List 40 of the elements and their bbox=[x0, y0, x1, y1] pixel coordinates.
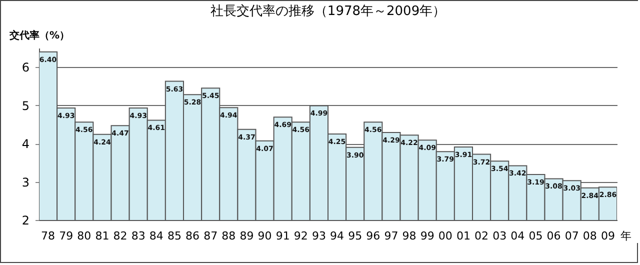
x-tick-label: 01 bbox=[456, 230, 470, 242]
x-tick-label: 93 bbox=[312, 230, 326, 242]
x-tick-label: 81 bbox=[95, 230, 110, 242]
x-tick-label: 85 bbox=[167, 230, 182, 242]
chart-title: 社長交代率の推移（1978年～2009年） bbox=[210, 3, 446, 19]
x-tick-label: 89 bbox=[240, 230, 254, 242]
x-tick-label: 02 bbox=[474, 230, 489, 242]
x-tick-label: 83 bbox=[131, 230, 146, 242]
y-tick-label: 6 bbox=[22, 60, 30, 75]
x-tick-label: 05 bbox=[528, 230, 543, 242]
x-tick-label: 87 bbox=[204, 230, 218, 242]
x-axis-title: 年 bbox=[620, 230, 632, 242]
x-tick-label: 04 bbox=[510, 230, 525, 242]
x-tick-label: 09 bbox=[600, 230, 615, 242]
x-tick-label: 08 bbox=[582, 230, 597, 242]
x-tick-label: 84 bbox=[149, 230, 164, 242]
x-tick-label: 07 bbox=[564, 230, 579, 242]
x-tick-label: 91 bbox=[276, 230, 290, 242]
y-tick-label: 5 bbox=[22, 98, 30, 113]
x-tick-label: 78 bbox=[41, 230, 56, 242]
x-tick-label: 06 bbox=[546, 230, 561, 242]
x-tick-label: 90 bbox=[258, 230, 272, 242]
x-tick-label: 95 bbox=[348, 230, 362, 242]
x-tick-label: 96 bbox=[366, 230, 380, 242]
x-tick-label: 79 bbox=[59, 230, 74, 242]
x-tick-label: 94 bbox=[330, 230, 344, 242]
x-tick-label: 03 bbox=[492, 230, 507, 242]
x-tick-label: 80 bbox=[77, 230, 92, 242]
y-tick-label: 2 bbox=[22, 214, 30, 228]
x-tick-label: 82 bbox=[113, 230, 128, 242]
x-tick-label: 00 bbox=[438, 230, 452, 242]
x-tick-label: 92 bbox=[294, 230, 308, 242]
x-tick-label: 99 bbox=[420, 230, 434, 242]
y-tick-label: 3 bbox=[22, 175, 30, 190]
x-tick-label: 86 bbox=[186, 230, 200, 242]
x-tick-label: 98 bbox=[402, 230, 416, 242]
y-tick-label: 4 bbox=[22, 137, 30, 152]
y-axis-title: 交代率（%） bbox=[8, 30, 70, 42]
x-tick-label: 97 bbox=[384, 230, 398, 242]
x-tick-label: 88 bbox=[222, 230, 236, 242]
